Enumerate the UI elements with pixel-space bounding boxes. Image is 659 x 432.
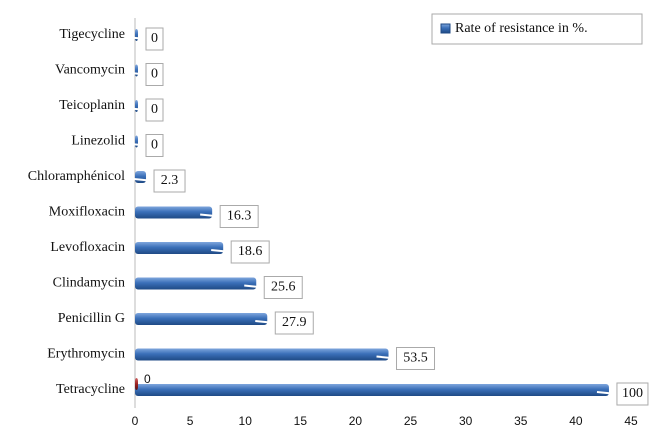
x-tick-label: 40: [569, 414, 583, 428]
y-tick-label: Moxifloxacin: [49, 205, 125, 220]
y-tick-label: Tigecycline: [59, 27, 125, 42]
label-box: [145, 134, 164, 157]
value-label: 16.3: [227, 209, 252, 224]
value-label: 27.9: [282, 315, 307, 330]
label-leader: [200, 213, 221, 218]
bar: [135, 378, 138, 390]
legend-label: Rate of resistance in %.: [455, 21, 588, 36]
bar: [135, 29, 138, 41]
label-box: [263, 276, 303, 299]
bar: [135, 206, 213, 219]
bar: [135, 171, 147, 183]
label-box: [396, 347, 436, 370]
x-tick-label: 30: [459, 414, 473, 428]
bar: [135, 64, 138, 77]
label-leader: [596, 391, 618, 395]
x-tick-label: 35: [514, 414, 528, 428]
label-leader: [125, 71, 147, 76]
x-tick-label: 15: [294, 414, 308, 428]
value-label: 0: [144, 372, 151, 386]
label-leader: [244, 284, 265, 289]
y-tick-label: Clindamycin: [53, 276, 125, 291]
label-box: [153, 169, 186, 193]
label-leader: [211, 249, 232, 253]
value-label: 0: [151, 67, 158, 82]
label-box: [230, 240, 270, 264]
x-tick-label: 0: [132, 414, 139, 428]
label-leader: [125, 142, 147, 147]
label-box: [616, 382, 649, 406]
label-box: [219, 205, 259, 228]
label-box: [145, 27, 164, 51]
label-box: [274, 311, 314, 335]
y-tick-label: Linezolid: [71, 134, 125, 149]
x-tick-label: 25: [404, 414, 418, 428]
x-tick-label: 45: [624, 414, 638, 428]
bar: [135, 277, 257, 290]
bar: [135, 313, 268, 325]
value-label: 25.6: [271, 280, 296, 295]
value-label: 2.3: [161, 173, 179, 188]
y-tick-label: Teicoplanin: [59, 98, 125, 113]
value-label: 0: [151, 31, 158, 46]
label-leader: [125, 107, 147, 111]
bar: [135, 242, 224, 254]
bar: [135, 348, 389, 361]
x-tick-label: 20: [349, 414, 363, 428]
label-leader: [376, 355, 397, 360]
label-box: [145, 98, 164, 122]
label-leader: [255, 320, 276, 324]
legend-swatch: [440, 23, 451, 34]
label-box: [145, 63, 164, 86]
y-tick-label: Erythromycin: [47, 347, 125, 362]
bar: [135, 135, 138, 148]
x-tick-label: 5: [187, 414, 194, 428]
y-tick-label: Penicillin G: [58, 311, 125, 326]
value-label: 0: [151, 138, 158, 153]
value-label: 100: [622, 386, 643, 401]
y-tick-label: Levofloxacin: [50, 240, 125, 255]
y-tick-label: Vancomycin: [55, 63, 125, 78]
legend: [431, 13, 643, 45]
value-label: 0: [151, 102, 158, 117]
x-tick-label: 10: [239, 414, 253, 428]
value-label: 18.6: [238, 244, 263, 259]
y-tick-label: Tetracycline: [56, 382, 125, 397]
label-leader: [133, 178, 155, 182]
label-leader: [125, 36, 147, 40]
bar: [135, 100, 138, 112]
value-label: 53.5: [403, 351, 428, 366]
y-tick-label: Chloramphénicol: [28, 169, 125, 184]
bar: [135, 384, 609, 396]
